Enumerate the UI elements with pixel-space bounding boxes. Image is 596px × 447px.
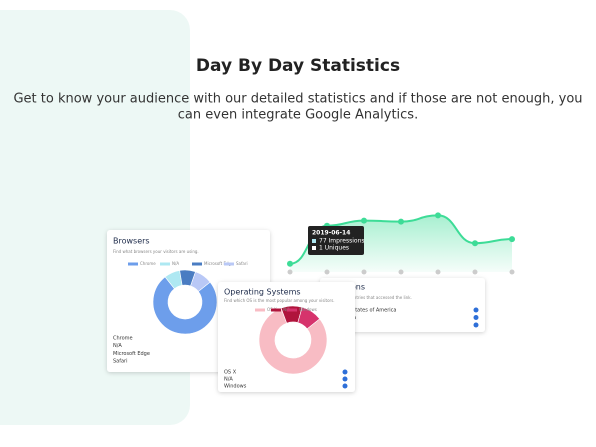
legend-swatch bbox=[287, 308, 297, 312]
subtitle: can even integrate Google Analytics. bbox=[178, 108, 418, 123]
baseline-dot bbox=[398, 269, 404, 275]
location: United States of America bbox=[334, 308, 396, 314]
card-subtitle: Detected countries that accessed the lin… bbox=[327, 295, 412, 300]
legend-swatch bbox=[128, 262, 138, 266]
legend-label: Chrome bbox=[140, 261, 156, 266]
tooltip-uniques: 1 Uniques bbox=[319, 245, 349, 252]
list-item: Microsoft Edge bbox=[113, 351, 150, 357]
legend-label: Microsoft Edge bbox=[204, 261, 234, 266]
baseline-dot bbox=[361, 269, 367, 275]
badge bbox=[342, 383, 348, 389]
card-subtitle: Find what browsers your visitors are usi… bbox=[113, 249, 199, 254]
list-item: OS X bbox=[224, 370, 237, 376]
tooltip: 2019-06-14 77 Impressions 1 Uniques bbox=[308, 226, 365, 255]
title: Day By Day Statistics bbox=[196, 56, 400, 76]
baseline-dot bbox=[324, 269, 330, 275]
badge bbox=[473, 322, 479, 328]
list-item: Safari bbox=[113, 359, 128, 365]
badge bbox=[342, 376, 348, 382]
legend-swatch bbox=[255, 308, 265, 312]
tooltip-box bbox=[308, 226, 364, 255]
point bbox=[287, 260, 293, 267]
baseline-dot bbox=[435, 269, 441, 275]
swatch bbox=[312, 246, 316, 250]
legend-swatch bbox=[271, 308, 281, 312]
donut-segment bbox=[152, 276, 218, 335]
donut-segment bbox=[190, 271, 211, 292]
legend-label: N/A bbox=[172, 261, 179, 266]
donut-segment bbox=[258, 307, 328, 375]
badge bbox=[342, 369, 348, 375]
locations-card bbox=[320, 278, 485, 332]
swatch bbox=[312, 239, 316, 243]
baseline-dot bbox=[472, 269, 478, 275]
legend-label: Safari bbox=[236, 261, 248, 266]
badge bbox=[473, 315, 479, 320]
point bbox=[509, 236, 515, 243]
card-title: Operating Systems bbox=[224, 288, 301, 297]
legend-label: Windows bbox=[299, 307, 317, 312]
point bbox=[398, 218, 404, 225]
tooltip-date: 2019-06-14 bbox=[312, 230, 350, 237]
badge bbox=[473, 307, 479, 313]
list-item: Chrome bbox=[113, 336, 133, 342]
baseline-dot bbox=[287, 269, 293, 275]
card-title: Browsers bbox=[113, 237, 150, 246]
list-item: N/A bbox=[113, 343, 122, 349]
point bbox=[472, 240, 478, 247]
legend-swatch bbox=[192, 262, 202, 266]
point bbox=[435, 212, 441, 219]
legend-label: N/A bbox=[283, 307, 290, 312]
list-item: N/A bbox=[224, 377, 233, 383]
tooltip-impressions: 77 Impressions bbox=[319, 238, 365, 245]
card-subtitle: Find which OS is the most popular among … bbox=[224, 298, 335, 303]
donut-segment bbox=[297, 306, 321, 330]
legend-swatch bbox=[160, 262, 170, 266]
subtitle: Get to know your audience with our detai… bbox=[13, 92, 582, 107]
list-item: Windows bbox=[224, 384, 247, 390]
legend-swatch bbox=[224, 262, 234, 266]
baseline-dot bbox=[509, 269, 515, 275]
os-card bbox=[218, 282, 355, 392]
point bbox=[361, 217, 367, 224]
